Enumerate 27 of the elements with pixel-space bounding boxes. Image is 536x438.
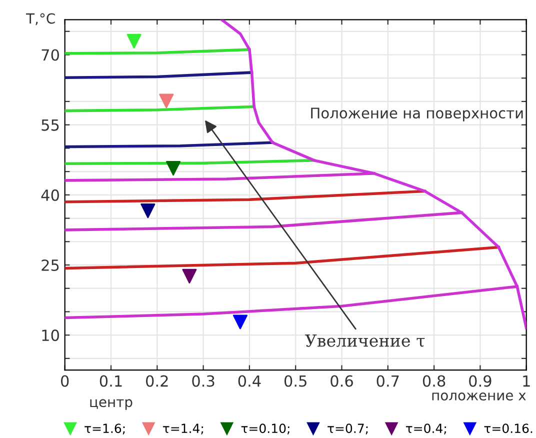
legend-label: τ=0.10; bbox=[241, 424, 290, 434]
legend-label: τ=0.4; bbox=[406, 424, 446, 434]
y-tick-label: 55 bbox=[42, 119, 59, 131]
legend-label: τ=0.7; bbox=[328, 424, 368, 434]
y-tick-label: 10 bbox=[42, 330, 59, 342]
x-tick-label: 0 bbox=[61, 375, 69, 387]
annotation: Увеличение τ bbox=[305, 334, 425, 347]
y-tick-label: 70 bbox=[42, 49, 59, 61]
legend-label: τ=1.6; bbox=[84, 424, 125, 434]
legend-label: τ=0.16. bbox=[484, 424, 532, 434]
annotation: Положение на поверхности bbox=[311, 108, 523, 122]
y-tick-label: 25 bbox=[42, 259, 59, 272]
x-tick-label: 0.1 bbox=[100, 375, 122, 387]
x-tick-label: 0.4 bbox=[238, 375, 261, 387]
x-tick-label: 0.2 bbox=[146, 375, 168, 387]
x-tick-label: 0.9 bbox=[469, 375, 492, 387]
y-axis-title: T,°C bbox=[26, 13, 55, 26]
y-tick-label: 40 bbox=[41, 189, 59, 201]
x-axis-title: положение x bbox=[432, 392, 526, 401]
text: центр bbox=[90, 399, 132, 410]
x-tick-label: 0.8 bbox=[422, 375, 446, 387]
legend-label: τ=1.4; bbox=[162, 424, 203, 434]
x-tick-label: 0.7 bbox=[376, 375, 399, 387]
x-tick-label: 0.3 bbox=[192, 375, 214, 387]
x-tick-label: 0.6 bbox=[330, 375, 353, 387]
x-tick-label: 0.5 bbox=[284, 375, 306, 387]
x-tick-label: 1 bbox=[523, 375, 530, 387]
